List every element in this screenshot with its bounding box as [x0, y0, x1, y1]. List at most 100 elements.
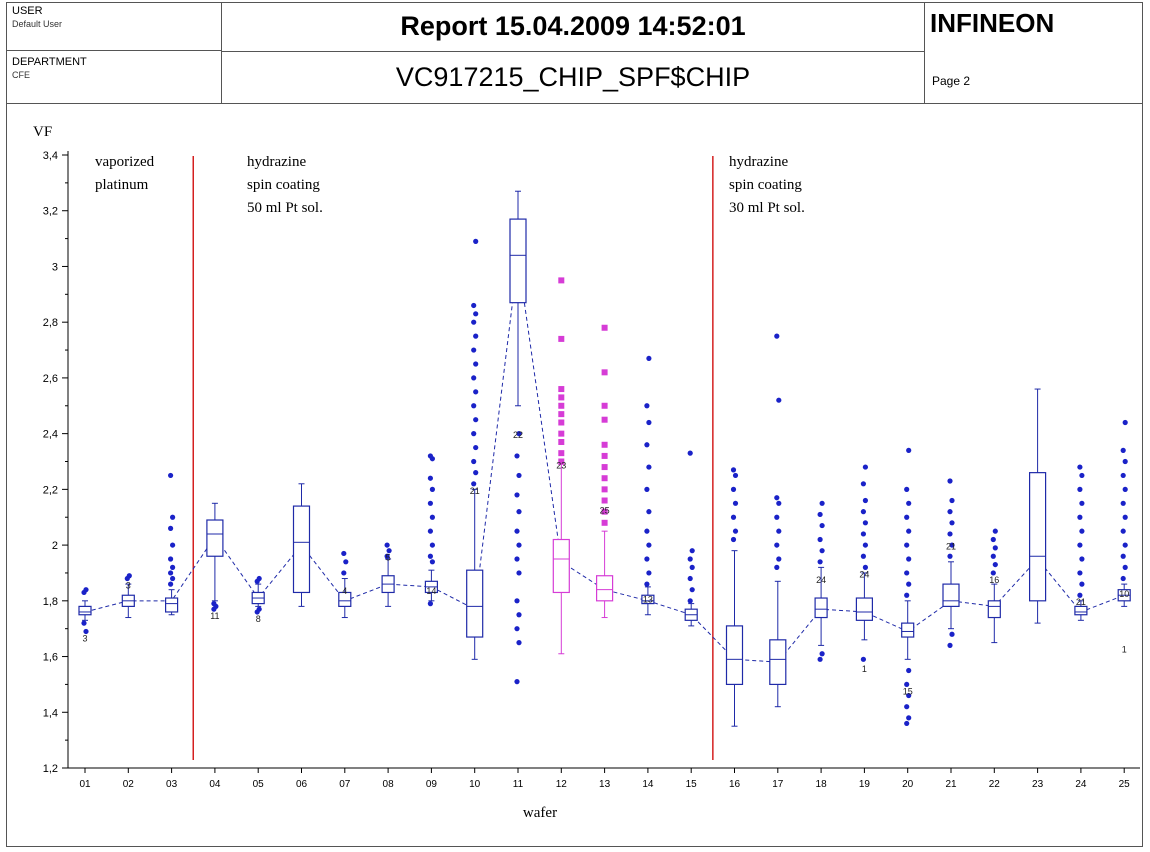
point-count-label: 14 — [426, 586, 436, 596]
outlier-point — [906, 447, 912, 453]
outlier-point — [1079, 581, 1085, 587]
box-17 — [769, 639, 787, 686]
outlier-point — [730, 514, 737, 520]
outlier-point — [168, 472, 174, 479]
outlier-point — [516, 570, 522, 576]
x-tick-label: 02 — [123, 779, 135, 790]
outlier-point — [862, 520, 869, 526]
outlier-point — [947, 509, 953, 515]
outlier-point — [514, 492, 520, 498]
outlier-point — [473, 389, 479, 395]
outlier-point — [473, 470, 479, 476]
outlier-point — [730, 486, 737, 492]
outlier-point — [1079, 500, 1085, 506]
chart-dividers — [192, 156, 714, 760]
outlier-point — [819, 548, 825, 554]
outlier-point — [601, 519, 608, 526]
point-count-label: 23 — [556, 461, 566, 471]
box-16 — [725, 625, 744, 686]
outlier-point — [689, 564, 695, 570]
y-tick-label: 2 — [52, 540, 58, 552]
outlier-point — [1122, 564, 1128, 570]
outlier-point — [732, 528, 739, 534]
y-axis-label: VF — [33, 124, 52, 140]
outlier-point — [427, 453, 433, 459]
company-name: INFINEON — [930, 8, 1055, 38]
outlier-point — [601, 508, 608, 515]
outlier-point — [386, 548, 392, 554]
outlier-point — [947, 478, 953, 484]
box-22 — [987, 600, 1001, 619]
outlier-point — [817, 511, 823, 518]
outlier-point — [646, 509, 652, 515]
outlier-point — [168, 525, 174, 531]
outlier-point — [689, 587, 695, 593]
x-tick-label: 03 — [166, 779, 178, 790]
outlier-point — [1120, 447, 1126, 453]
outlier-point — [949, 520, 955, 526]
x-tick-label: 10 — [469, 779, 481, 790]
outlier-point — [1120, 553, 1126, 559]
box-23 — [1028, 472, 1047, 602]
boxes-layer — [78, 190, 1131, 727]
x-axis-label: wafer — [523, 805, 557, 821]
outlier-point — [819, 651, 825, 657]
point-count-label: 8 — [256, 614, 261, 624]
box-04 — [206, 519, 224, 557]
x-tick-label: 08 — [383, 779, 395, 790]
outlier-point — [514, 453, 520, 459]
region-annotation: spin coating — [729, 177, 802, 193]
box-14 — [641, 594, 655, 605]
outlier-point — [992, 545, 998, 551]
outlier-point — [949, 497, 955, 504]
outlier-point — [687, 556, 693, 562]
point-count-label: 16 — [989, 575, 999, 585]
region-annotation: hydrazine — [247, 154, 306, 170]
outlier-point — [774, 495, 780, 501]
department-label: DEPARTMENT — [12, 56, 87, 68]
outliers-layer — [81, 238, 1128, 727]
outlier-point — [687, 598, 693, 604]
outlier-point — [1120, 500, 1126, 506]
point-count-label: 21 — [470, 486, 480, 496]
outlier-point — [601, 402, 608, 409]
user-label: USER — [12, 5, 43, 17]
outlier-point — [862, 497, 869, 504]
outlier-point — [906, 556, 912, 562]
page-number: Page 2 — [932, 74, 971, 88]
x-tick-label: 24 — [1075, 779, 1087, 790]
outlier-point — [992, 528, 998, 534]
outlier-point — [862, 542, 869, 548]
outlier-point — [819, 500, 825, 506]
outlier-point — [817, 656, 823, 662]
point-count-label: 24 — [816, 575, 826, 585]
box-06 — [292, 505, 311, 594]
box-20 — [901, 622, 915, 638]
y-tick-label: 3,2 — [43, 206, 58, 218]
outlier-point — [601, 416, 608, 423]
outlier-point — [990, 536, 996, 543]
outlier-point — [860, 656, 867, 662]
region-annotation: 50 ml Pt sol. — [247, 200, 323, 216]
outlier-point — [904, 704, 910, 710]
x-tick-label: 23 — [1032, 779, 1044, 790]
outlier-point — [776, 397, 782, 403]
outlier-point — [558, 458, 565, 465]
point-count-label: 25 — [600, 505, 610, 515]
point-count-label: 15 — [903, 686, 913, 696]
outlier-point — [601, 452, 608, 459]
outlier-point — [516, 431, 522, 437]
x-tick-label: 04 — [209, 779, 221, 790]
outlier-point — [471, 302, 477, 309]
outlier-point — [1077, 464, 1083, 470]
outlier-point — [644, 486, 650, 492]
box-18 — [814, 597, 828, 619]
point-count-label: 22 — [513, 430, 523, 440]
x-tick-label: 18 — [816, 779, 828, 790]
point-count-label: 4 — [342, 586, 347, 596]
point-count-label: 21 — [1076, 597, 1086, 607]
point-count-label: 3 — [82, 633, 87, 643]
outlier-point — [558, 411, 565, 418]
outlier-point — [473, 444, 479, 451]
outlier-point — [949, 631, 955, 637]
